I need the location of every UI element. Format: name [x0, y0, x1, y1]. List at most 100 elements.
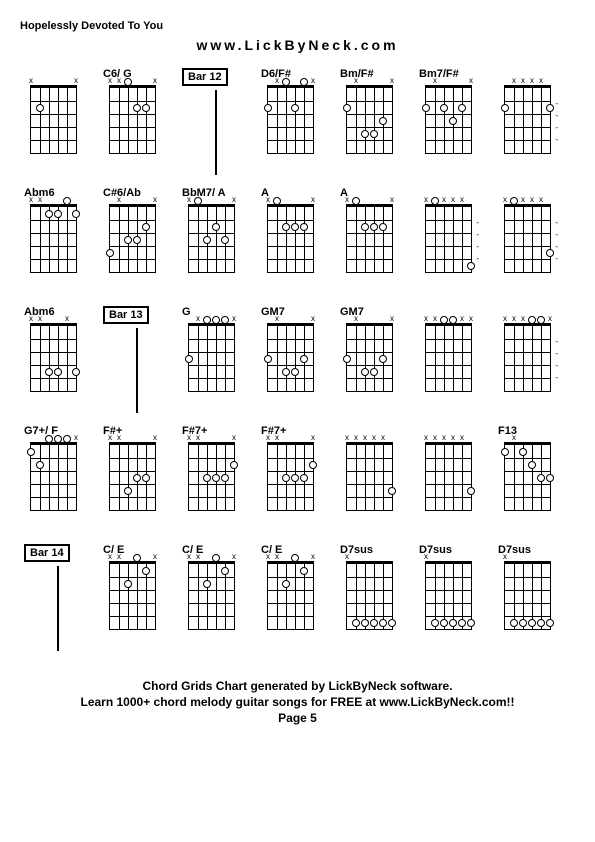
- finger-dot: [291, 474, 299, 482]
- finger-dot: [54, 210, 62, 218]
- marker-row: xxx: [185, 433, 238, 442]
- finger-dot: [467, 262, 475, 270]
- marker-row: xxxx: [422, 195, 475, 204]
- finger-dot: [291, 554, 299, 562]
- bar-line: [215, 90, 217, 175]
- marker-row: x: [343, 552, 396, 561]
- marker-row: xxxxx: [343, 433, 396, 442]
- chord-cell: xxxx----: [494, 187, 569, 302]
- chord-cell: Abm6xxx: [20, 306, 95, 421]
- fretboard: xx: [267, 323, 314, 392]
- finger-dot: [431, 619, 439, 627]
- chord-cell: Bm7/F#xx: [415, 68, 490, 183]
- finger-dot: [422, 104, 430, 112]
- finger-dot: [221, 474, 229, 482]
- finger-dot: [124, 236, 132, 244]
- finger-dot: [106, 249, 114, 257]
- chord-grid: xxC6/ GxxxBar 12D6/F#xxBm/F#xxBm7/F#xxxx…: [20, 68, 575, 659]
- chord-diagram: xxxxx: [425, 442, 480, 522]
- chord-diagram: x: [504, 561, 559, 641]
- chord-label: Bar 14: [16, 544, 99, 558]
- finger-dot: [291, 223, 299, 231]
- marker-row: x: [422, 552, 475, 561]
- chord-diagram: xx: [109, 204, 164, 284]
- fretboard: xxx: [188, 561, 235, 630]
- finger-dot: [449, 619, 457, 627]
- finger-dot: [221, 567, 229, 575]
- fretboard: x: [504, 561, 551, 630]
- fretboard: xx: [109, 204, 156, 273]
- finger-dot: [124, 580, 132, 588]
- finger-dot: [45, 210, 53, 218]
- finger-dot: [546, 104, 554, 112]
- finger-dot: [467, 487, 475, 495]
- chord-cell: D7susx: [415, 544, 490, 659]
- finger-dot: [124, 78, 132, 86]
- finger-dot: [537, 619, 545, 627]
- chord-cell: GM7xx: [336, 306, 411, 421]
- chord-cell: D6/F#xx: [257, 68, 332, 183]
- finger-dot: [458, 619, 466, 627]
- finger-dot: [449, 117, 457, 125]
- chord-cell: Bar 13: [99, 306, 174, 421]
- chord-cell: Abm6xx: [20, 187, 95, 302]
- bar-line: [136, 328, 138, 413]
- finger-dot: [36, 461, 44, 469]
- marker-row: xxxxx: [422, 433, 475, 442]
- marker-row: xxxx: [501, 195, 554, 204]
- marker-row: xx: [422, 76, 475, 85]
- finger-dot: [133, 236, 141, 244]
- marker-row: x: [501, 552, 554, 561]
- fretboard: x: [346, 561, 393, 630]
- chord-diagram: xxx: [109, 561, 164, 641]
- chord-diagram: xx: [267, 204, 322, 284]
- fretboard: xxxx----: [504, 85, 551, 154]
- chord-cell: F13x: [494, 425, 569, 540]
- chord-cell: Gxx: [178, 306, 253, 421]
- chord-cell: C/ Exxx: [257, 544, 332, 659]
- website-label: www.LickByNeck.com: [20, 37, 575, 53]
- chord-diagram: xx: [30, 85, 85, 165]
- finger-dot: [300, 78, 308, 86]
- footer-line-1: Chord Grids Chart generated by LickByNec…: [20, 679, 575, 693]
- finger-dot: [142, 223, 150, 231]
- finger-dot: [133, 104, 141, 112]
- fretboard: xxx: [109, 442, 156, 511]
- fretboard: xxx: [267, 561, 314, 630]
- finger-dot: [36, 104, 44, 112]
- chord-cell: C6/ Gxxx: [99, 68, 174, 183]
- finger-dot: [142, 104, 150, 112]
- finger-dot: [45, 368, 53, 376]
- finger-dot: [546, 619, 554, 627]
- marker-row: xx: [185, 195, 238, 204]
- marker-row: xxx: [106, 76, 159, 85]
- chord-cell: C#6/Abxx: [99, 187, 174, 302]
- fretboard: xx: [267, 204, 314, 273]
- chord-cell: Bar 14: [20, 544, 95, 659]
- finger-dot: [72, 210, 80, 218]
- finger-dot: [309, 461, 317, 469]
- chord-diagram: xxx: [188, 442, 243, 522]
- finger-dot: [282, 474, 290, 482]
- chord-cell: xxxxx: [415, 425, 490, 540]
- finger-dot: [388, 619, 396, 627]
- finger-dot: [142, 567, 150, 575]
- finger-dot: [361, 130, 369, 138]
- chord-cell: xx: [20, 68, 95, 183]
- finger-dot: [449, 316, 457, 324]
- chord-cell: F#7+xxx: [257, 425, 332, 540]
- chord-label: Bar 13: [95, 306, 178, 320]
- finger-dot: [352, 197, 360, 205]
- finger-dot: [27, 448, 35, 456]
- fretboard: xx: [346, 204, 393, 273]
- fretboard: xx: [346, 85, 393, 154]
- finger-dot: [282, 368, 290, 376]
- fretboard: xx: [30, 204, 77, 273]
- finger-dot: [440, 619, 448, 627]
- chord-cell: Bar 12: [178, 68, 253, 183]
- marker-row: xx: [343, 76, 396, 85]
- finger-dot: [440, 104, 448, 112]
- bar-label: Bar 12: [182, 68, 228, 86]
- finger-dot: [528, 316, 536, 324]
- marker-row: xx: [264, 76, 317, 85]
